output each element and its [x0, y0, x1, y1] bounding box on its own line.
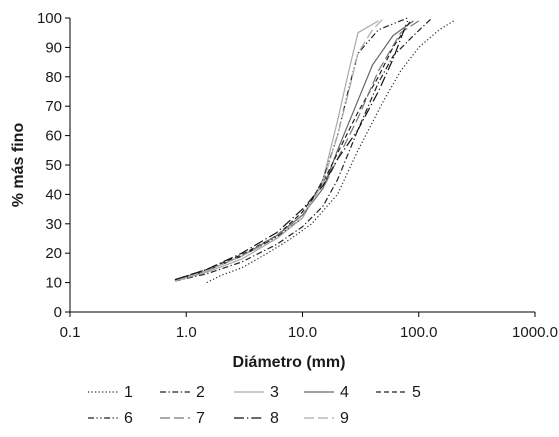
legend-label-1: 1 — [124, 384, 133, 401]
x-tick-label: 100.0 — [400, 324, 438, 341]
series-layer — [174, 17, 455, 284]
series-line-4 — [174, 20, 414, 281]
x-axis-title: Diámetro (mm) — [233, 354, 346, 371]
series-line-7 — [174, 20, 420, 281]
y-tick-label: 90 — [45, 39, 62, 56]
y-tick-label: 60 — [45, 128, 62, 145]
series-line-6 — [174, 17, 408, 282]
y-tick-label: 80 — [45, 69, 62, 86]
series-line-5 — [174, 20, 412, 281]
y-tick-label: 40 — [45, 186, 62, 203]
x-tick-label: 0.1 — [60, 324, 81, 341]
legend-label-2: 2 — [196, 384, 205, 401]
y-axis-title: % más fino — [10, 123, 27, 208]
axes: 0 10 20 30 40 50 60 70 80 90 100 0.1 1.0 10.0 100.0 100… — [37, 10, 558, 341]
y-tick-label: 30 — [45, 216, 62, 233]
legend: 1 2 3 4 5 6 7 8 9 — [88, 384, 421, 427]
y-tick-label: 70 — [45, 98, 62, 115]
x-tick-label: 1000.0 — [512, 324, 558, 341]
y-tick-label: 10 — [45, 275, 62, 292]
legend-label-4: 4 — [340, 384, 349, 401]
legend-label-5: 5 — [412, 384, 421, 401]
y-tick-label: 50 — [45, 157, 62, 174]
series-line-3 — [174, 20, 379, 282]
legend-label-3: 3 — [270, 384, 279, 401]
series-line-9 — [174, 17, 385, 282]
y-tick-label: 20 — [45, 245, 62, 262]
x-tick-label: 10.0 — [288, 324, 317, 341]
legend-label-6: 6 — [124, 410, 133, 427]
series-line-2 — [174, 17, 433, 282]
legend-label-9: 9 — [340, 410, 349, 427]
legend-label-7: 7 — [196, 410, 205, 427]
y-tick-label: 100 — [37, 10, 62, 27]
series-line-8 — [174, 20, 409, 281]
x-tick-label: 1.0 — [176, 324, 197, 341]
legend-label-8: 8 — [270, 410, 279, 427]
y-tick-label: 0 — [54, 304, 62, 321]
